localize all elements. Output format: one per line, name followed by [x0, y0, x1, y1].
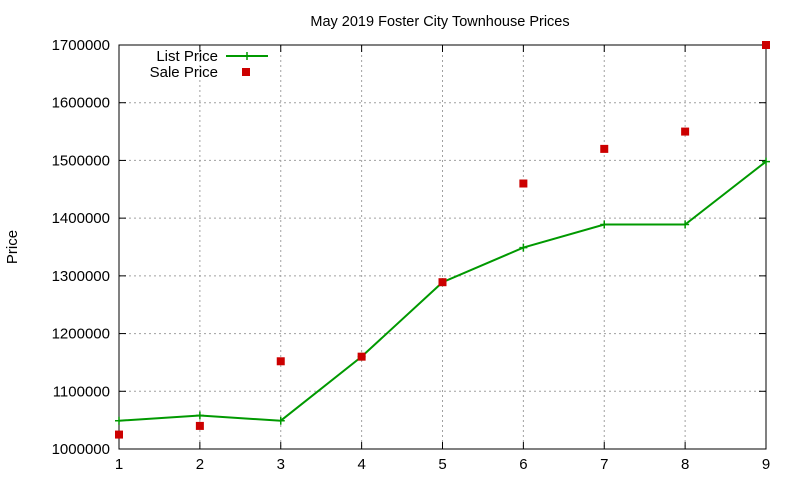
- list-price-point: [762, 157, 770, 166]
- x-tick-label: 6: [519, 456, 527, 473]
- list-price-point: [115, 416, 123, 425]
- sale-price-point: [438, 278, 447, 287]
- y-tick-label: 1600000: [52, 95, 110, 112]
- x-tick-label: 7: [600, 456, 608, 473]
- sale-price-point: [195, 421, 204, 430]
- legend-swatches: [226, 52, 268, 76]
- list-price-point: [600, 220, 609, 229]
- x-tick-label: 4: [357, 456, 365, 473]
- sale-price-point: [600, 144, 609, 153]
- sale-price-point: [681, 127, 690, 136]
- sale-price-point: [357, 352, 366, 361]
- sale-price-point: [115, 430, 123, 439]
- series-layer: [115, 41, 770, 439]
- legend-swatch-sale-price-marker: [242, 68, 250, 76]
- list-price-point: [519, 243, 528, 252]
- x-tick-label: 5: [438, 456, 446, 473]
- y-axis-label: Price: [4, 230, 21, 264]
- y-tick-label: 1400000: [52, 210, 110, 227]
- y-tick-label: 1700000: [52, 37, 110, 54]
- legend-swatch-list-price-marker: [243, 52, 251, 60]
- x-tick-label: 1: [115, 456, 123, 473]
- x-tick-label: 9: [762, 456, 770, 473]
- legend-label-sale-price: Sale Price: [150, 64, 218, 81]
- y-tick-label: 1200000: [52, 326, 110, 343]
- list-price-point: [195, 411, 204, 420]
- list-price-point: [276, 416, 285, 425]
- sale-price-point: [762, 41, 770, 49]
- sale-price-point: [519, 179, 528, 188]
- list-price-point: [681, 220, 690, 229]
- legend-label-list-price: List Price: [156, 48, 218, 65]
- x-tick-label: 3: [277, 456, 285, 473]
- y-tick-label: 1500000: [52, 152, 110, 169]
- y-tick-label: 1100000: [53, 383, 110, 400]
- x-tick-label: 8: [681, 456, 689, 473]
- tick-layer: [118, 44, 767, 450]
- y-tick-label: 1300000: [52, 268, 110, 285]
- y-tick-label: 1000000: [52, 441, 110, 458]
- x-tick-label: 2: [196, 456, 204, 473]
- sale-price-point: [276, 357, 285, 366]
- grid-layer: [119, 45, 766, 449]
- chart-title: May 2019 Foster City Townhouse Prices: [310, 14, 569, 30]
- legend: List Price Sale Price: [150, 48, 268, 81]
